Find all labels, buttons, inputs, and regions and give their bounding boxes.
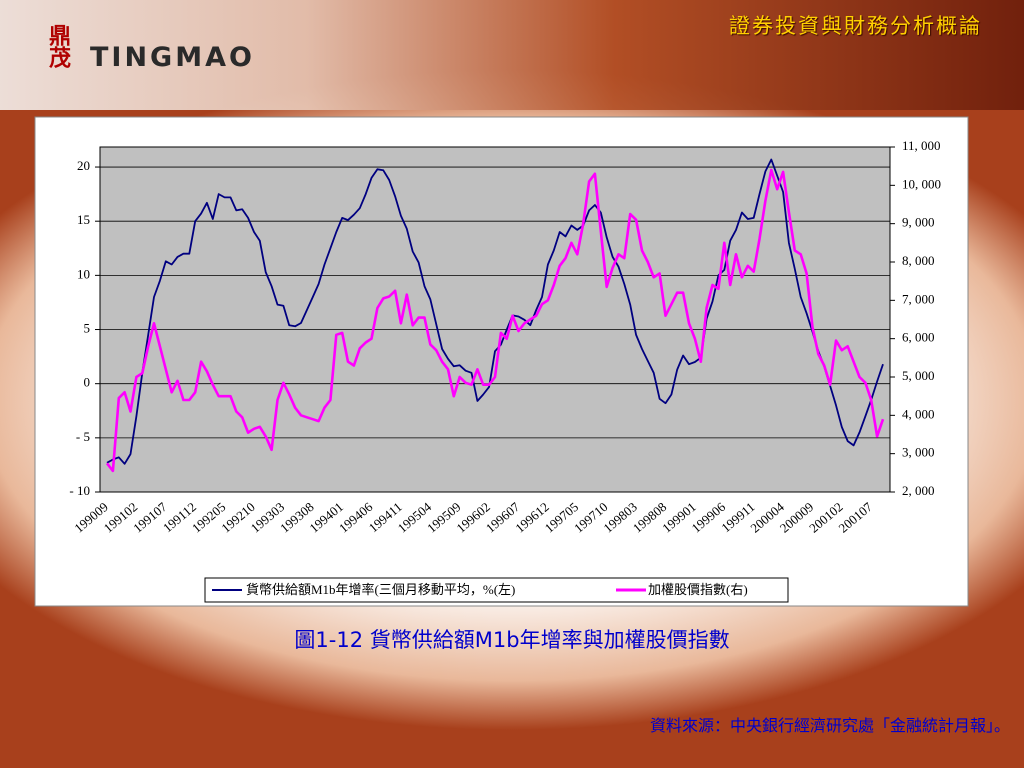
header-band xyxy=(0,0,1024,110)
y2-tick-label: 9, 000 xyxy=(902,215,935,230)
y2-tick-label: 8, 000 xyxy=(902,253,935,268)
source-note: 資料來源：中央銀行經濟研究處「金融統計月報」。 xyxy=(649,716,1010,735)
slide-title: 證券投資與財務分析概論 xyxy=(729,14,982,38)
logo-text: TINGMAO xyxy=(90,42,255,73)
y2-tick-label: 2, 000 xyxy=(902,483,935,498)
caption: 圖1-12 貨幣供給額M1b年增率與加權股價指數 xyxy=(294,628,730,652)
y-tick-label: 0 xyxy=(84,375,91,390)
logo-mark: 鼎茂 xyxy=(45,24,71,68)
y-tick-label: 15 xyxy=(77,212,90,227)
y2-tick-label: 7, 000 xyxy=(902,291,935,306)
y-tick-label: 20 xyxy=(77,158,90,173)
y2-tick-label: 4, 000 xyxy=(902,406,935,421)
legend-label: 貨幣供給額M1b年增率(三個月移動平均，%(左) xyxy=(246,582,515,597)
y2-tick-label: 6, 000 xyxy=(902,330,935,345)
series-line xyxy=(105,168,885,473)
series-line xyxy=(106,158,884,465)
legend-box xyxy=(204,577,789,603)
y-tick-label: - 5 xyxy=(76,429,90,444)
plot-area xyxy=(99,146,891,493)
y2-tick-label: 3, 000 xyxy=(902,445,935,460)
y2-tick-label: 11, 000 xyxy=(902,138,941,153)
y-tick-label: 5 xyxy=(84,321,91,336)
y2-tick-label: 10, 000 xyxy=(902,176,941,191)
y-tick-label: 10 xyxy=(77,266,90,281)
y-tick-label: - 10 xyxy=(69,483,90,498)
legend-label: 加權股價指數(右) xyxy=(648,582,748,597)
y2-tick-label: 5, 000 xyxy=(902,368,935,383)
